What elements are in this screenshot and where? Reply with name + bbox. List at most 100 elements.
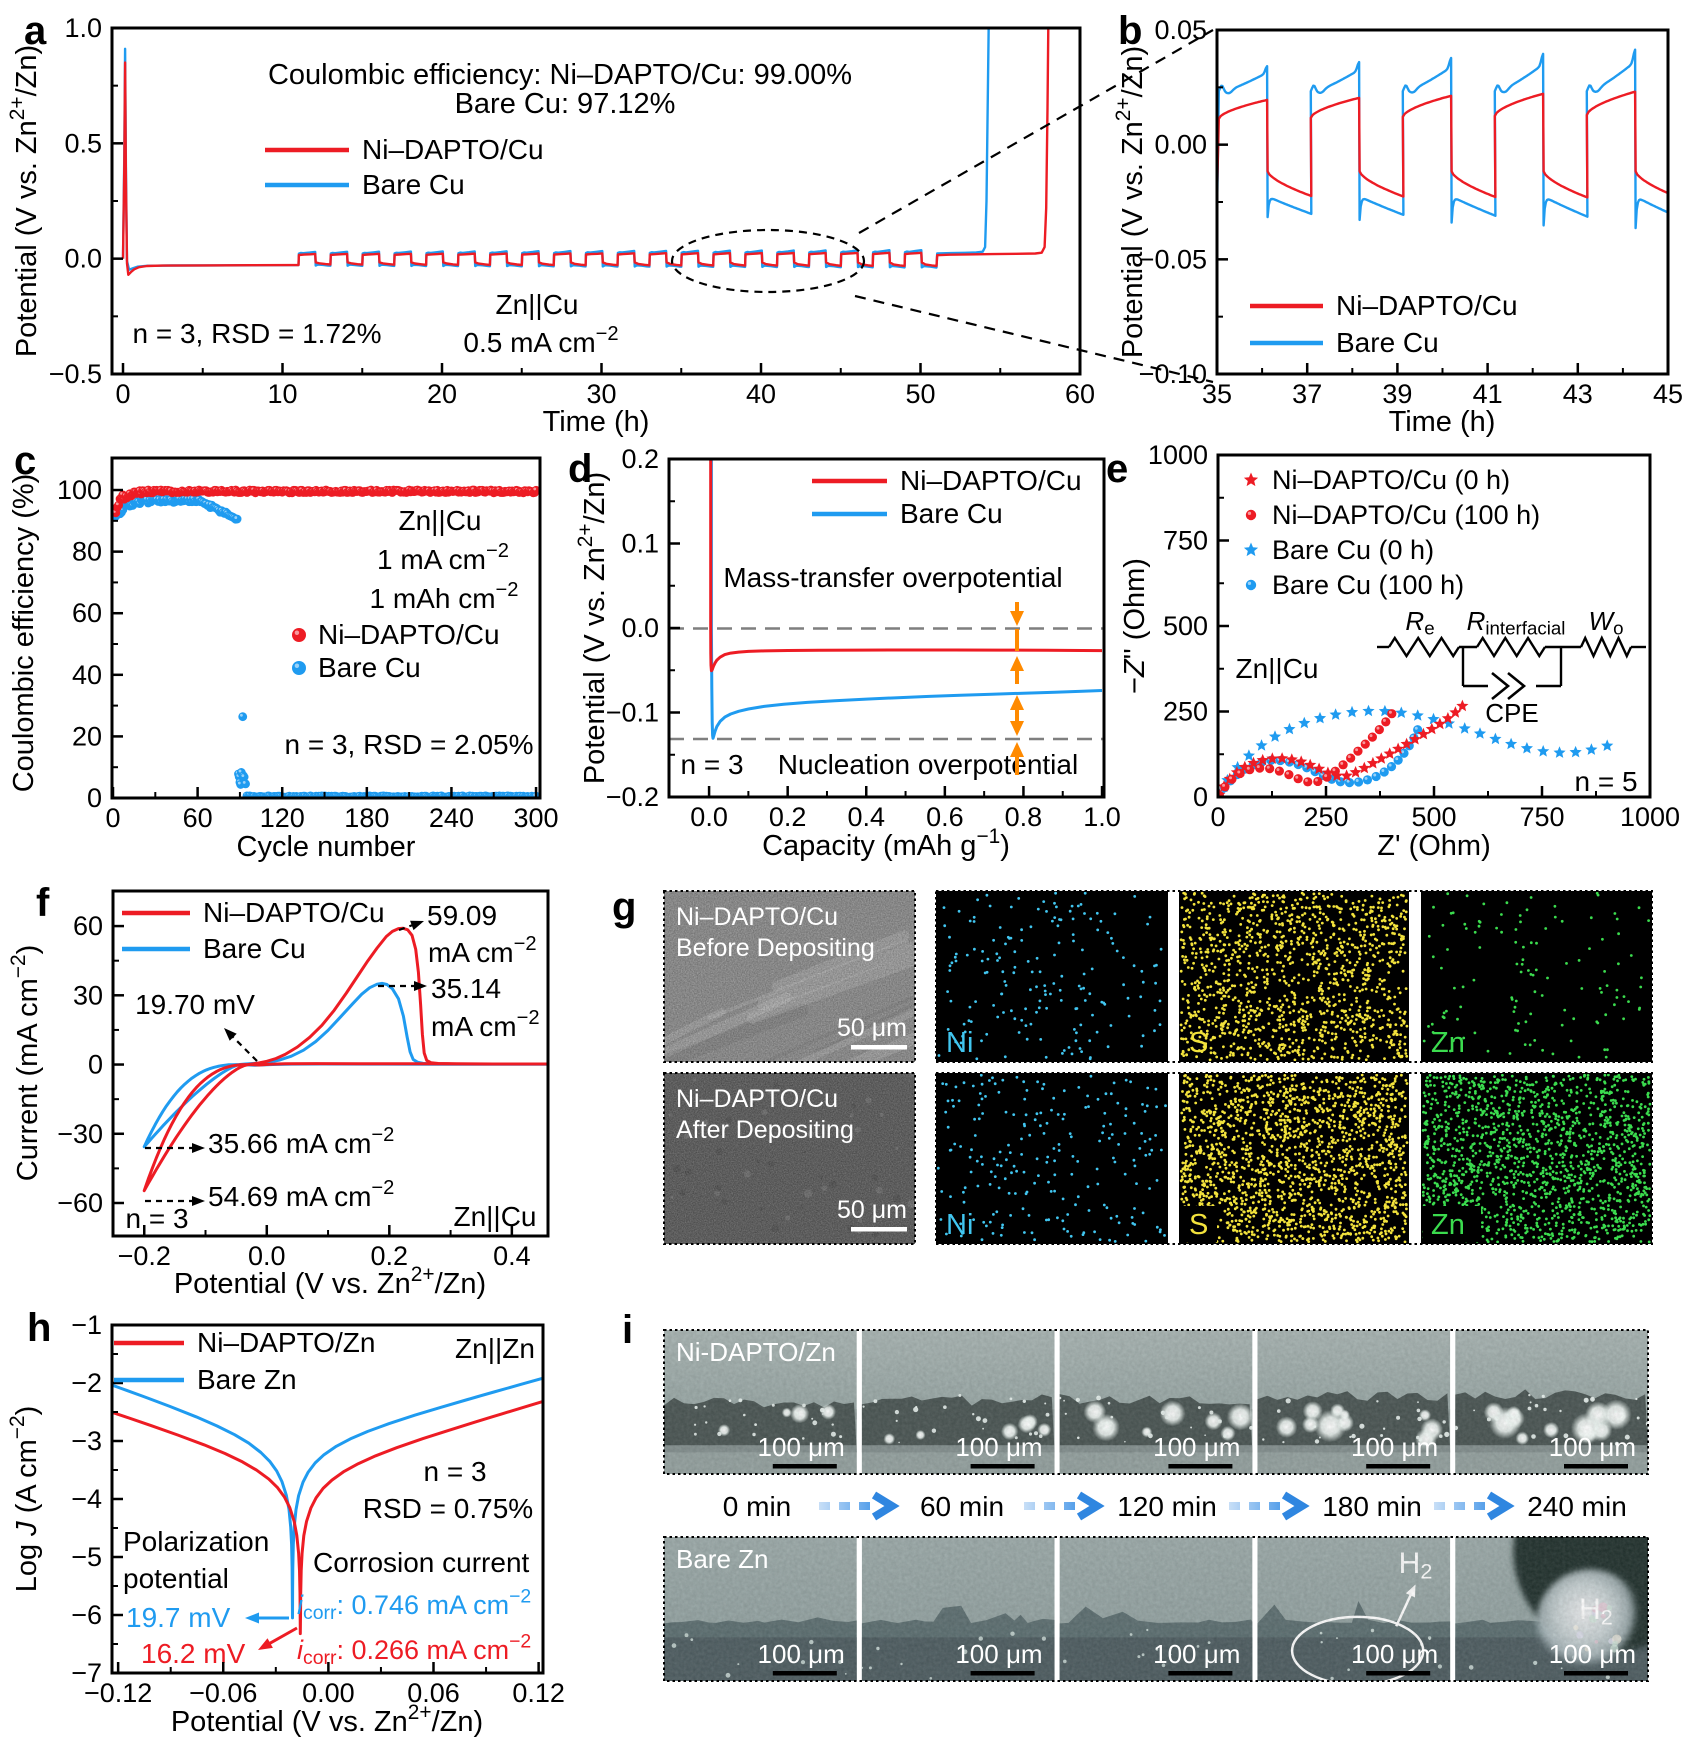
- eds-dot: [1020, 928, 1023, 931]
- eds-dot: [1301, 1160, 1304, 1163]
- eds-dot: [1318, 1225, 1321, 1228]
- eds-dot: [1397, 1124, 1400, 1127]
- eds-dot: [1366, 1010, 1369, 1013]
- eds-dot: [1234, 1030, 1237, 1033]
- eds-dot: [1309, 1086, 1312, 1089]
- eds-dot: [1266, 1234, 1269, 1237]
- eds-dot: [1273, 1029, 1276, 1032]
- eds-dot: [1473, 979, 1476, 982]
- eds-dot: [1290, 1240, 1293, 1243]
- eds-dot: [974, 1134, 977, 1137]
- marker-ball: [233, 515, 242, 524]
- eds-dot: [1154, 1009, 1157, 1012]
- eds-dot: [1297, 1118, 1300, 1121]
- tick-label-x: 0.2: [371, 1241, 409, 1271]
- eds-dot: [1370, 934, 1373, 937]
- eds-dot: [1259, 1029, 1262, 1032]
- eds-dot: [1266, 1091, 1269, 1094]
- eds-dot: [1082, 987, 1085, 990]
- eds-dot: [1277, 917, 1280, 920]
- eds-dot: [1366, 969, 1369, 972]
- eds-dot: [1379, 898, 1382, 901]
- eds-dot: [1387, 1215, 1390, 1218]
- eds-dot: [1280, 1195, 1283, 1198]
- axes-frame: [1217, 30, 1668, 374]
- eds-dot: [1362, 977, 1365, 980]
- eds-dot: [1289, 1011, 1292, 1014]
- eds-dot: [1252, 1201, 1255, 1204]
- eds-dot: [1359, 1223, 1362, 1226]
- eds-dot: [1318, 924, 1321, 927]
- eds-dot: [1293, 992, 1296, 995]
- eds-dot: [1385, 1148, 1388, 1151]
- tick-label-y: 0.0: [64, 244, 102, 274]
- eds-dot: [1279, 1050, 1282, 1053]
- eds-dot: [1267, 1007, 1270, 1010]
- eds-dot: [1269, 1202, 1272, 1205]
- eds-dot: [1257, 901, 1260, 904]
- eds-dot: [1190, 899, 1193, 902]
- eds-dot: [1345, 899, 1348, 902]
- eds-dot: [1184, 983, 1187, 986]
- eds-dot: [1478, 920, 1481, 923]
- tspan: −2: [486, 540, 509, 562]
- eds-dot: [1278, 923, 1281, 926]
- eds-dot: [1328, 1001, 1331, 1004]
- eds-dot: [1306, 1001, 1309, 1004]
- eds-dot: [1404, 1036, 1407, 1039]
- tspan: Zn||Cu: [495, 289, 578, 320]
- eds-dot: [1209, 1120, 1212, 1123]
- eds-dot: [1356, 1031, 1359, 1034]
- tspan: /Zn): [435, 1268, 487, 1300]
- eds-dot: [1075, 1039, 1078, 1042]
- marker-highlight: [1247, 767, 1250, 770]
- marker-highlight: [1389, 764, 1392, 767]
- eds-dot: [1254, 1058, 1257, 1061]
- eds-dot: [1341, 1058, 1344, 1061]
- eds-dot: [1606, 1048, 1609, 1051]
- eds-dot: [1232, 1103, 1235, 1106]
- eds-dot: [1222, 1012, 1225, 1015]
- eds-dot: [1096, 912, 1099, 915]
- eds-dot: [1240, 1117, 1243, 1120]
- eds-dot: [1261, 1231, 1264, 1234]
- eds-dot: [1183, 1075, 1186, 1078]
- eds-dot: [1364, 982, 1367, 985]
- eds-dot: [1385, 1201, 1388, 1204]
- eds-dot: [1186, 1019, 1189, 1022]
- eds-dot: [1640, 976, 1643, 979]
- eds-dot: [1600, 991, 1603, 994]
- eds-dot: [1232, 998, 1235, 1001]
- arrow-head: [245, 1613, 259, 1624]
- eds-dot: [1209, 1092, 1212, 1095]
- eds-dot: [1617, 962, 1620, 965]
- eds-dot: [1186, 1081, 1189, 1084]
- eds-dot: [1297, 1051, 1300, 1054]
- eds-dot: [1108, 1239, 1111, 1242]
- tick-label-y: 100: [57, 475, 102, 505]
- eds-dot: [1227, 968, 1230, 971]
- eds-dot: [1349, 1008, 1352, 1011]
- marker-highlight: [1355, 748, 1358, 751]
- eds-dot: [1247, 967, 1250, 970]
- tspan: −1: [976, 825, 1000, 848]
- eds-dot: [1266, 896, 1269, 899]
- eds-dot: [1216, 934, 1219, 937]
- eds-dot: [1386, 1196, 1389, 1199]
- eds-dot: [1301, 906, 1304, 909]
- eds-dot: [1237, 960, 1240, 963]
- eds-dot: [1018, 1031, 1021, 1034]
- eds-dot: [1193, 903, 1196, 906]
- eds-dot: [1358, 1204, 1361, 1207]
- ann-19-7: 19.7 mV: [126, 1602, 231, 1633]
- eds-dot: [1265, 968, 1268, 971]
- eds-dot: [1271, 1145, 1274, 1148]
- eds-dot: [1088, 992, 1091, 995]
- eds-dot: [1339, 1225, 1342, 1228]
- eds-dot: [1318, 1143, 1321, 1146]
- eds-dot: [1390, 1231, 1393, 1234]
- eds-dot: [1250, 1015, 1253, 1018]
- eds-dot: [1323, 1170, 1326, 1173]
